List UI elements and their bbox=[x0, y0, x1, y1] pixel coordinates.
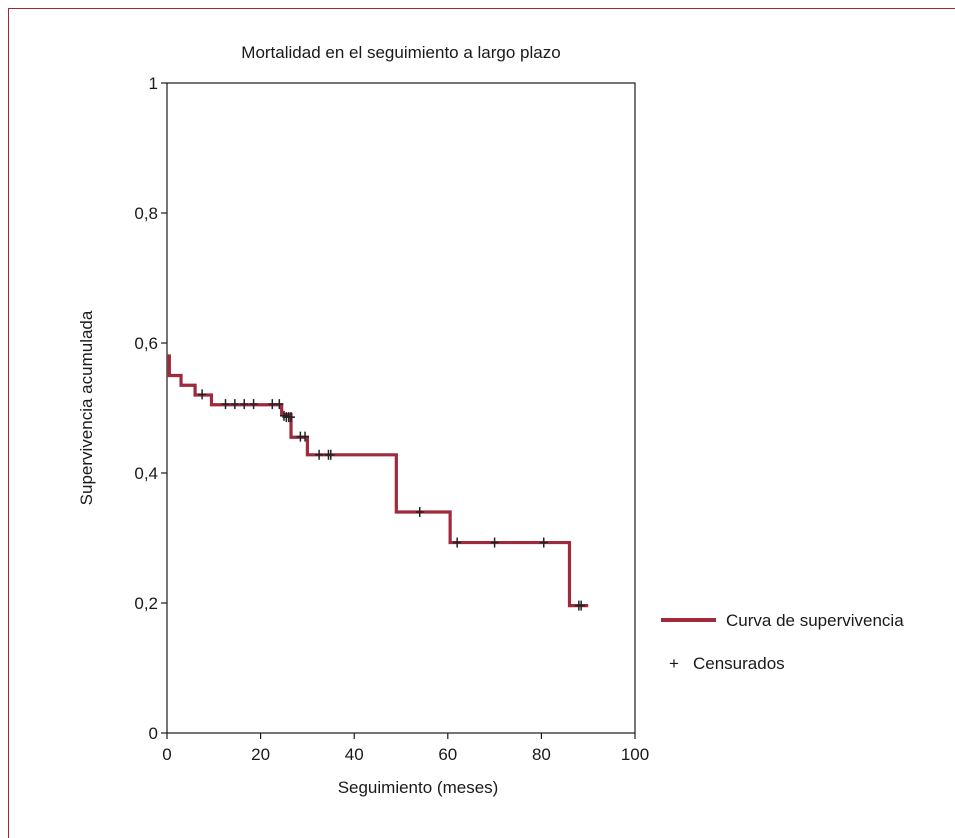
censored-point bbox=[315, 449, 324, 460]
censored-point bbox=[453, 537, 462, 548]
censored-point bbox=[539, 537, 548, 548]
legend-label-censored: Censurados bbox=[693, 654, 785, 673]
censored-point bbox=[198, 389, 207, 400]
censored-point bbox=[490, 537, 499, 548]
legend-label-curve: Curva de supervivencia bbox=[726, 611, 904, 630]
censored-point bbox=[577, 600, 586, 611]
plot-area-frame bbox=[166, 82, 636, 734]
legend: Curva de supervivencia + Censurados bbox=[661, 611, 904, 673]
censored-point bbox=[230, 399, 239, 410]
censored-point bbox=[275, 399, 284, 410]
y-tick-label: 0,4 bbox=[134, 464, 158, 483]
y-tick-label: 0 bbox=[149, 724, 158, 743]
x-tick-label: 0 bbox=[162, 745, 171, 764]
x-axis-ticks: 0 20 40 60 80 100 bbox=[162, 733, 649, 764]
y-axis-ticks: 0 0,2 0,4 0,6 0,8 1 bbox=[134, 74, 167, 743]
x-tick-label: 100 bbox=[621, 745, 649, 764]
y-tick-label: 1 bbox=[149, 74, 158, 93]
y-tick-label: 0,6 bbox=[134, 334, 158, 353]
censored-point bbox=[287, 412, 296, 423]
y-axis-title: Supervivencia acumulada bbox=[77, 310, 96, 505]
x-axis-title: Seguimiento (meses) bbox=[338, 778, 499, 797]
survival-series bbox=[167, 354, 589, 608]
censored-point bbox=[326, 449, 335, 460]
survival-curve-line bbox=[167, 354, 589, 608]
censored-point bbox=[268, 399, 277, 410]
censored-point bbox=[249, 399, 258, 410]
x-tick-label: 60 bbox=[438, 745, 457, 764]
chart-title: Mortalidad en el seguimiento a largo pla… bbox=[241, 43, 560, 62]
censored-point bbox=[221, 399, 230, 410]
x-tick-label: 20 bbox=[251, 745, 270, 764]
x-tick-label: 80 bbox=[532, 745, 551, 764]
censored-point bbox=[240, 399, 249, 410]
y-tick-label: 0,8 bbox=[134, 204, 158, 223]
legend-censored-marker: + bbox=[669, 654, 679, 673]
x-tick-label: 40 bbox=[345, 745, 364, 764]
figure-frame bbox=[8, 8, 955, 838]
censored-point bbox=[301, 431, 310, 442]
y-tick-label: 0,2 bbox=[134, 594, 158, 613]
censored-point bbox=[415, 507, 424, 517]
censored-markers bbox=[198, 389, 586, 611]
